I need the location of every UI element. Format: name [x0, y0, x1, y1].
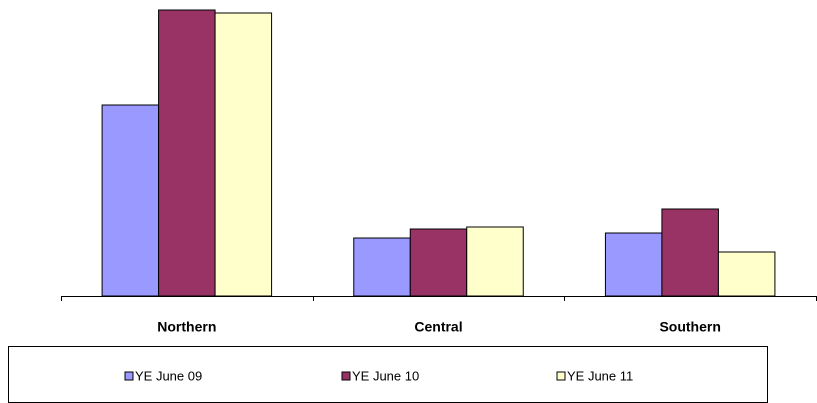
x-tick-label: Northern	[157, 319, 216, 335]
bar	[158, 9, 216, 297]
bar	[604, 232, 663, 297]
legend-swatch	[341, 371, 351, 381]
legend-label: YE June 10	[352, 368, 419, 383]
bar	[101, 104, 160, 297]
x-tick-label: Central	[414, 319, 462, 335]
bar	[214, 12, 273, 297]
bar	[353, 237, 411, 297]
bar	[717, 251, 776, 297]
bar	[466, 226, 524, 297]
legend-label: YE June 11	[567, 368, 633, 383]
bar	[409, 228, 468, 297]
legend-label: YE June 09	[135, 368, 202, 383]
x-tick-label: Southern	[659, 319, 720, 335]
bar	[661, 208, 719, 297]
legend-swatch	[124, 371, 134, 381]
legend-swatch	[556, 371, 566, 381]
